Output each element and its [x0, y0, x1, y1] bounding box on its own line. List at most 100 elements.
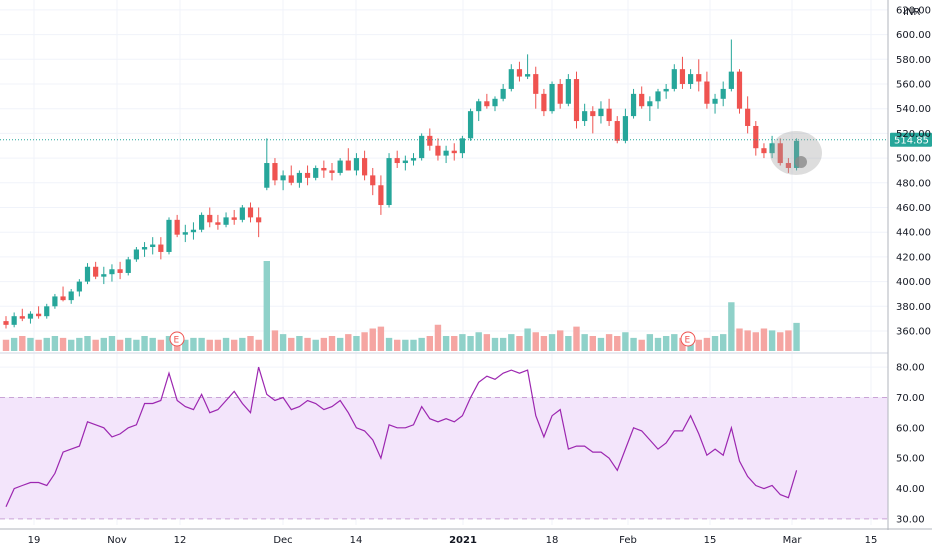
candle-body	[753, 125, 759, 149]
candle-body	[329, 170, 335, 173]
volume-bar	[540, 336, 548, 351]
candle-body	[630, 93, 637, 117]
rsi-tick-label: 50.00	[896, 454, 925, 465]
volume-bar	[108, 336, 116, 351]
candle-body	[19, 316, 25, 319]
rsi-band	[0, 396, 888, 520]
volume-bar	[614, 336, 621, 351]
candle-body	[419, 135, 425, 159]
volume-bar	[410, 339, 417, 351]
volume-bar	[27, 337, 34, 351]
volume-bar	[654, 337, 662, 351]
candle-body	[158, 244, 164, 252]
candle-body	[68, 291, 74, 301]
candle-body	[467, 111, 474, 139]
volume-bar	[10, 337, 18, 351]
candle-body	[533, 74, 539, 94]
candle-body	[696, 74, 702, 82]
price-tick-label: 440.00	[896, 228, 931, 239]
volume-bar	[394, 339, 401, 351]
volume-bar	[695, 339, 702, 351]
candle-body	[736, 71, 743, 109]
volume-bar	[100, 337, 107, 351]
volume-bar	[255, 339, 262, 351]
volume-bar	[679, 337, 686, 351]
currency-label: INR	[903, 7, 920, 18]
volume-bar	[271, 330, 279, 351]
volume-bar	[703, 337, 711, 351]
price-tick-label: 520.00	[896, 129, 931, 140]
volume-bar	[190, 337, 197, 351]
candle-body	[231, 217, 237, 220]
earnings-marker-label: E	[174, 336, 180, 346]
time-tick-label: 12	[174, 535, 187, 546]
candle-body	[785, 163, 791, 168]
volume-bar	[720, 334, 727, 351]
rsi-tick-label: 30.00	[896, 514, 925, 525]
time-tick-label: Dec	[273, 535, 292, 546]
candle-body	[793, 140, 800, 168]
candle-body	[549, 83, 555, 112]
candle-body	[84, 266, 91, 282]
volume-bar	[785, 330, 792, 351]
volume-bar	[646, 334, 654, 351]
candle-body	[247, 207, 254, 218]
volume-bar	[304, 337, 311, 351]
volume-bar	[247, 336, 254, 351]
cursor-dot	[795, 156, 807, 168]
time-tick-label: 14	[350, 535, 363, 546]
candle-body	[280, 175, 286, 181]
candle-body	[557, 83, 563, 104]
volume-bar	[312, 339, 319, 351]
volume-bar	[35, 339, 42, 351]
volume-bar	[662, 336, 670, 351]
volume-bar	[182, 339, 189, 351]
price-tick-label: 580.00	[896, 55, 931, 66]
volume-bar	[573, 326, 580, 351]
earnings-marker-label: E	[685, 336, 691, 346]
volume-bar	[320, 337, 328, 351]
volume-bar	[76, 337, 83, 351]
price-tick-label: 480.00	[896, 178, 931, 189]
candle-body	[516, 69, 523, 77]
candle-body	[337, 160, 343, 173]
volume-bar	[557, 330, 564, 351]
volume-bar	[116, 339, 124, 351]
earnings-marker[interactable]	[680, 331, 696, 347]
candle-body	[769, 143, 775, 154]
time-tick-label: 19	[28, 535, 41, 546]
volume-bar	[589, 336, 596, 351]
candle-body	[60, 296, 66, 301]
candle-body	[443, 150, 449, 156]
volume-bar	[768, 330, 776, 351]
candle-body	[598, 108, 604, 117]
candle-body	[500, 88, 506, 99]
volume-bar	[328, 336, 336, 351]
candle-body	[190, 229, 197, 233]
rsi-line	[5, 366, 798, 508]
candle-body	[402, 160, 408, 164]
candle-body	[728, 71, 734, 89]
earnings-marker[interactable]	[169, 331, 185, 347]
rsi-tick-label: 70.00	[896, 393, 925, 404]
rsi-tick-label: 40.00	[896, 484, 925, 495]
candle-body	[671, 69, 677, 89]
candle-body	[101, 274, 107, 277]
price-tick-label: 620.00	[896, 5, 931, 16]
volume-bar	[499, 337, 507, 351]
volume-bar	[2, 339, 10, 351]
volume-bar	[336, 337, 344, 351]
candle-body	[93, 266, 99, 277]
candle-body	[52, 296, 58, 307]
volume-bar	[296, 336, 303, 351]
rsi-tick-label: 60.00	[896, 423, 925, 434]
volume-bar	[222, 337, 230, 351]
volume-bar	[43, 337, 50, 351]
candle-body	[125, 259, 131, 273]
candle-body	[182, 232, 188, 235]
candle-body	[410, 158, 417, 161]
time-tick-label: Mar	[783, 535, 803, 546]
